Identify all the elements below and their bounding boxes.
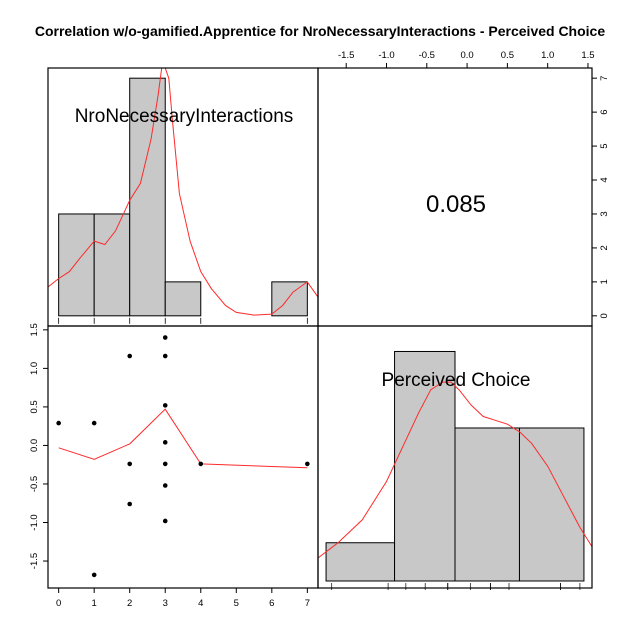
scatter-points-layer <box>56 335 310 578</box>
left-axis-tick-label: 0.0 <box>29 439 40 452</box>
histogram-bar-y <box>454 427 520 582</box>
density-curve-x <box>47 67 319 316</box>
scatter-point <box>305 461 310 467</box>
top-axis-tick-label: 1.0 <box>541 50 554 61</box>
smooth-line <box>58 408 308 469</box>
scatter-point <box>162 403 168 408</box>
bottom-axis-tick-label: 4 <box>198 598 203 609</box>
histogram-bars-layer <box>58 77 585 582</box>
scatter-point <box>162 335 168 340</box>
scatter-point <box>127 353 133 359</box>
right-axis-tick-label: 0 <box>599 313 610 318</box>
top-axis-tick-label: 1.5 <box>581 50 594 61</box>
chart-title: Correlation w/o-gamified.Apprentice for … <box>35 23 605 39</box>
diag-label-nro-necessary-interactions: NroNecessaryInteractions <box>75 106 294 127</box>
left-axis-tick-label: 1.5 <box>29 323 40 336</box>
right-axis-tick-label: 2 <box>599 245 610 250</box>
top-axis-tick-label: -1.0 <box>378 50 394 61</box>
scatter-point <box>162 461 168 467</box>
left-axis-tick-label: 1.0 <box>29 362 40 375</box>
scatter-point <box>198 461 204 467</box>
panel-frames-layer <box>47 67 593 589</box>
histogram-bar-x <box>93 213 131 317</box>
bottom-axis-tick-label: 5 <box>234 598 239 609</box>
scatter-point <box>162 353 168 359</box>
scatter-point <box>162 440 168 445</box>
top-axis-tick-label: 0.5 <box>501 50 514 61</box>
histogram-bar-x <box>164 281 202 317</box>
bottom-axis-tick-label: 0 <box>56 598 61 609</box>
top-axis-tick-label: -1.5 <box>338 50 354 61</box>
histogram-bar-x <box>129 77 166 317</box>
right-axis-tick-label: 7 <box>599 76 610 81</box>
histogram-bar-y <box>325 542 396 582</box>
density-and-smooth-layer <box>47 67 593 559</box>
correlation-value: 0.085 <box>426 191 486 218</box>
scatter-point <box>162 483 168 488</box>
left-axis-tick-label: 0.5 <box>29 400 40 413</box>
top-axis-tick-label: -0.5 <box>419 50 435 61</box>
scatter-point <box>56 420 61 426</box>
left-axis-tick-label: -0.5 <box>29 476 40 492</box>
bottom-axis-tick-label: 2 <box>127 598 132 609</box>
right-axis-tick-label: 1 <box>599 279 610 284</box>
left-axis-tick-label: -1.5 <box>29 553 40 569</box>
bottom-axis-tick-label: 1 <box>92 598 97 609</box>
panel-frame-histogram-y <box>317 325 593 589</box>
bottom-axis-tick-label: 6 <box>269 598 274 609</box>
scatter-point <box>91 572 97 578</box>
histogram-bar-y <box>394 350 456 582</box>
density-curve-y <box>317 381 593 559</box>
bottom-axis-tick-label: 3 <box>163 598 168 609</box>
right-axis-tick-label: 6 <box>599 109 610 114</box>
scatter-point <box>127 461 133 467</box>
right-axis-tick-label: 5 <box>599 143 610 148</box>
left-axis-tick-label: -1.0 <box>29 514 40 530</box>
histogram-bar-x <box>271 281 308 317</box>
histogram-bar-x <box>58 213 95 317</box>
right-axis-tick-label: 3 <box>599 211 610 216</box>
right-axis-tick-label: 4 <box>599 177 610 182</box>
bottom-axis-tick-label: 7 <box>305 598 310 609</box>
diag-label-perceived-choice: Perceived Choice <box>382 370 531 391</box>
scatter-point <box>127 501 133 507</box>
histogram-bar-y <box>518 427 585 582</box>
scatter-point <box>91 420 97 426</box>
scatter-point <box>162 518 168 524</box>
top-axis-tick-label: 0.0 <box>460 50 473 61</box>
